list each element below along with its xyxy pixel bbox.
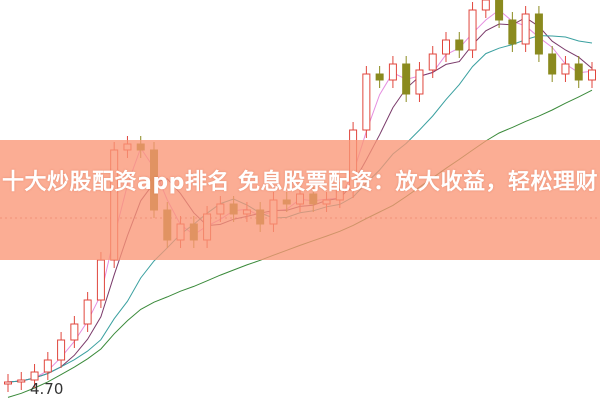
candle-body (30, 371, 39, 381)
candle-body (362, 73, 371, 131)
candle-body (388, 63, 397, 81)
candle-body (468, 9, 477, 51)
candle-body (561, 63, 570, 75)
candle-body (43, 359, 52, 373)
candle-body (495, 0, 504, 21)
candle-body (17, 379, 26, 383)
candle-body (57, 339, 66, 361)
candle-body (455, 39, 464, 51)
candle-body (83, 299, 92, 325)
candle-body (521, 13, 530, 45)
candle-body (415, 69, 424, 95)
candle-body (428, 53, 437, 71)
candle-body (574, 63, 583, 81)
candle-body (96, 259, 105, 301)
candle-body (481, 0, 490, 11)
candle-body (4, 381, 12, 385)
candle-body (375, 73, 384, 81)
candle-body (534, 13, 543, 55)
candle-body (548, 53, 557, 75)
headline: 十大炒股配资app排名 免息股票配资：放大收益，轻松理财 (1, 170, 598, 195)
candle-body (70, 323, 79, 341)
title-banner (0, 140, 600, 260)
candle-body (508, 19, 517, 45)
candle-body (442, 39, 450, 55)
candle-body (402, 63, 411, 95)
price-tick-label: 4.70 (30, 380, 64, 398)
candle-body (588, 69, 596, 81)
